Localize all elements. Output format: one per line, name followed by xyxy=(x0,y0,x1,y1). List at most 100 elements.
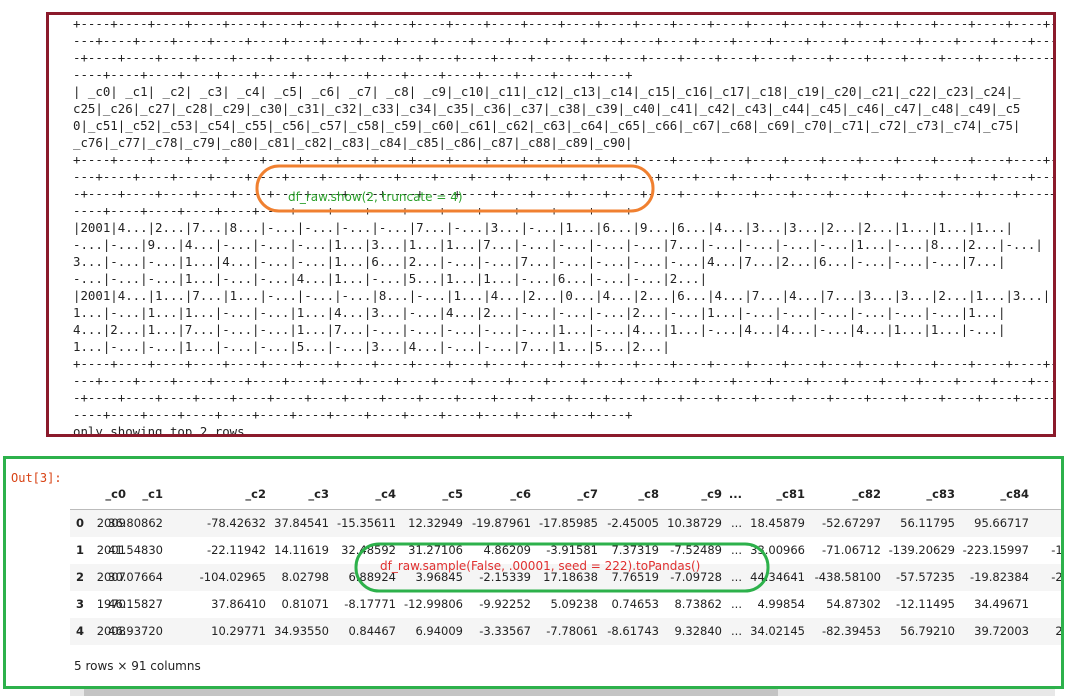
annotation: df_raw.show(2, truncate = 4) xyxy=(288,190,463,204)
table-cell: -71.06712 xyxy=(821,543,881,557)
table-cell: -7.78061 xyxy=(546,624,598,638)
table-cell: 36.80862 xyxy=(108,516,163,530)
table-cell: 10.29771 xyxy=(211,624,266,638)
table-cell: 2009 xyxy=(96,516,126,530)
table-cell: ... xyxy=(731,543,742,557)
console-line: 4...|2...|1...|7...|-...|-...|1...|7...|… xyxy=(73,322,1006,337)
row-index: 0 xyxy=(75,516,84,530)
table-cell: 8.02798 xyxy=(281,570,329,584)
table-cell: 41.54830 xyxy=(108,543,163,557)
column-header: _c1 xyxy=(142,487,163,501)
table-cell: 37.86410 xyxy=(211,597,266,611)
scrollbar-thumb[interactable] xyxy=(84,689,778,696)
table-cell: 46.93720 xyxy=(108,624,163,638)
annotation: df_raw.sample(False, .00001, seed = 222)… xyxy=(380,559,701,573)
console-line: 0|_c51|_c52|_c53|_c54|_c55|_c56|_c57|_c5… xyxy=(73,118,1021,133)
table-cell: -12.11495 xyxy=(895,597,955,611)
table-cell: 44.34641 xyxy=(750,570,805,584)
table-cell: 34.93550 xyxy=(274,624,329,638)
column-header: _c7 xyxy=(577,487,598,501)
table-cell: -17.85985 xyxy=(538,516,598,530)
column-header: _c6 xyxy=(510,487,531,501)
shape-note: 5 rows × 91 columns xyxy=(74,659,201,673)
console-line: -+----+----+----+----+----+----+----+---… xyxy=(73,50,1056,65)
console-text: +----+----+----+----+----+----+----+----… xyxy=(73,15,1056,437)
table-cell: -8.17771 xyxy=(344,597,396,611)
table-cell: -22.11942 xyxy=(206,543,266,557)
table-cell: ... xyxy=(731,516,742,530)
column-header: _c4 xyxy=(375,487,396,501)
console-line: | _c0| _c1| _c2| _c3| _c4| _c5| _c6| _c7… xyxy=(73,84,1021,99)
table-cell: -21.0 xyxy=(1051,570,1063,584)
console-line: ----+----+----+----+----+----+----+----+… xyxy=(73,407,633,422)
console-line: +----+----+----+----+----+----+----+----… xyxy=(73,356,1056,371)
console-line: |2001|4...|1...|7...|1...|-...|-...|-...… xyxy=(73,288,1051,303)
table-cell: -82.39453 xyxy=(821,624,881,638)
console-line: 3...|-...|-...|1...|4...|-...|-...|1...|… xyxy=(73,254,1006,269)
column-header: ... xyxy=(728,487,742,501)
table-cell: -3.33567 xyxy=(479,624,531,638)
table-cell: 0.74653 xyxy=(611,597,659,611)
column-header: _c82 xyxy=(852,487,881,501)
console-line: -+----+----+----+----+----+----+----+---… xyxy=(73,390,1056,405)
table-cell: 10.38729 xyxy=(667,516,722,530)
row-stripe xyxy=(70,510,1061,537)
table-cell: -104.02965 xyxy=(199,570,266,584)
table-cell: 9.32840 xyxy=(674,624,722,638)
table-cell: -12.99806 xyxy=(403,597,463,611)
column-header: _c8 xyxy=(638,487,659,501)
console-line: +----+----+----+----+----+----+----+----… xyxy=(73,16,1056,31)
console-line: +----+----+----+----+----+----+----+----… xyxy=(73,152,1056,167)
table-cell: -19.87961 xyxy=(471,516,531,530)
table-cell: ... xyxy=(731,570,742,584)
table-cell: -223.15997 xyxy=(962,543,1029,557)
row-stripe xyxy=(70,618,1061,645)
console-line: -+----+----+----+----+----+----+----+---… xyxy=(73,186,1056,201)
console-line: ----+----+----+----+----+----+----+----+… xyxy=(73,203,633,218)
column-header: _c0 xyxy=(105,487,126,501)
table-cell: -9.92252 xyxy=(479,597,531,611)
table-cell: -57.57235 xyxy=(895,570,955,584)
table-cell: 8.73862 xyxy=(674,597,722,611)
table-cell: 39.72003 xyxy=(974,624,1029,638)
table-cell: 30.07664 xyxy=(108,570,163,584)
table-cell: 33.00966 xyxy=(750,543,805,557)
console-line: |2001|4...|2...|7...|8...|-...|-...|-...… xyxy=(73,220,1013,235)
console-line: ---+----+----+----+----+----+----+----+-… xyxy=(73,33,1056,48)
column-header: _c84 xyxy=(1000,487,1029,501)
table-cell: -15.35611 xyxy=(336,516,396,530)
table-cell: -438.58100 xyxy=(814,570,881,584)
row-index: 4 xyxy=(75,624,84,638)
dataframe-output: Out[3]: 5 rows × 91 columns _c0 _c1 _c2 _c3… xyxy=(3,456,1064,689)
table-cell: 37.84541 xyxy=(274,516,329,530)
row-index: 3 xyxy=(75,597,84,611)
console-line: 1...|-...|1...|1...|-...|-...|1...|4...|… xyxy=(73,305,1006,320)
table-cell: -52.67297 xyxy=(821,516,881,530)
table-cell: 0.81071 xyxy=(281,597,329,611)
console-line: ---+----+----+----+----+----+----+----+-… xyxy=(73,373,1056,388)
column-header: _c5 xyxy=(442,487,463,501)
table-cell: -10.6 xyxy=(1051,543,1063,557)
console-line: only showing top 2 rows xyxy=(73,424,245,437)
table-cell: -2.45005 xyxy=(607,516,659,530)
table-cell: 34.49671 xyxy=(974,597,1029,611)
column-header: _c3 xyxy=(308,487,329,501)
spark-output: +----+----+----+----+----+----+----+----… xyxy=(46,12,1056,437)
console-line: ----+----+----+----+----+----+----+----+… xyxy=(73,67,633,82)
console-line: _c76|_c77|_c78|_c79|_c80|_c81|_c82|_c83|… xyxy=(73,135,633,150)
table-cell: 22.3 xyxy=(1055,624,1063,638)
column-header: _c2 xyxy=(245,487,266,501)
table-cell: 54.87302 xyxy=(826,597,881,611)
table-cell: 2007 xyxy=(96,570,126,584)
row-index: 1 xyxy=(75,543,84,557)
table-cell: 4.99854 xyxy=(757,597,805,611)
table-cell: 14.11619 xyxy=(274,543,329,557)
table-cell: 56.79210 xyxy=(900,624,955,638)
table-cell: 34.02145 xyxy=(750,624,805,638)
table-cell: 2008 xyxy=(96,624,126,638)
table-cell: 12.32949 xyxy=(408,516,463,530)
console-line: c25|_c26|_c27|_c28|_c29|_c30|_c31|_c32|_… xyxy=(73,101,1021,116)
table-cell: 6.94009 xyxy=(415,624,463,638)
table-cell: 5.9 xyxy=(1063,510,1064,537)
console-line: -...|-...|9...|4...|-...|-...|-...|1...|… xyxy=(73,237,1043,252)
